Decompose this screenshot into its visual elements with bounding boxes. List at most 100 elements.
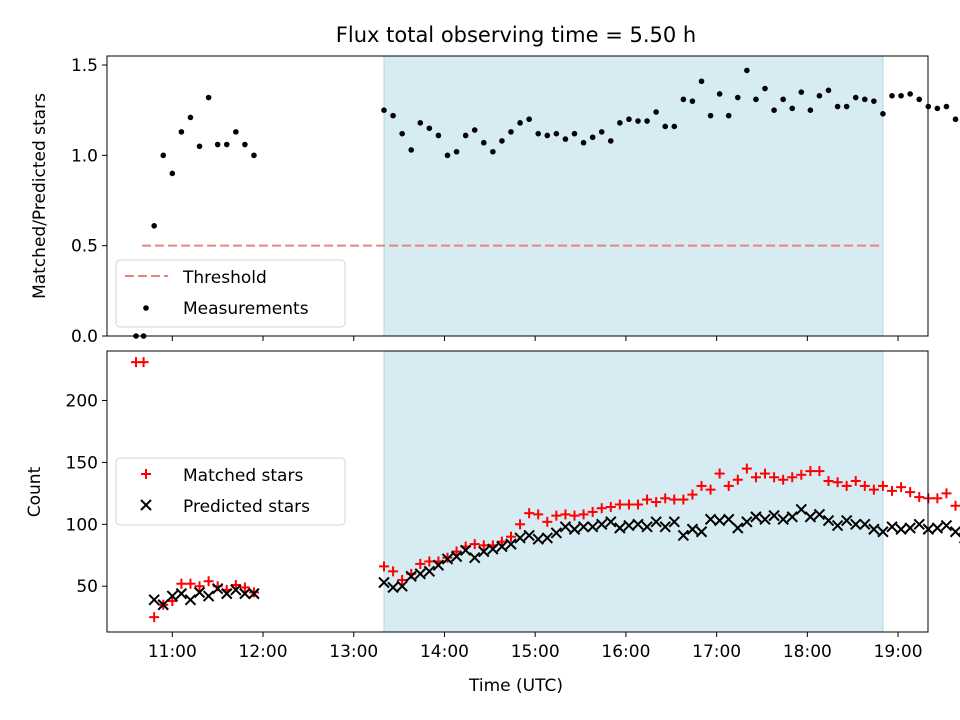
matched-star-point [505, 531, 516, 542]
predicted-swatch-mark [140, 499, 152, 511]
predicted-star-point [523, 529, 535, 542]
measurement-point [780, 96, 786, 103]
measurement-point [589, 134, 596, 141]
observing-window-shade [383, 55, 884, 337]
y-tick-label: 0.5 [71, 237, 98, 257]
ratio-y-axis-label: Matched/Predicted stars [30, 93, 50, 299]
measurement-point [698, 78, 705, 85]
predicted-star-point [623, 519, 635, 532]
predicted-star-point [230, 584, 242, 596]
measurement-point [662, 123, 669, 130]
matched-star-point [859, 480, 870, 491]
matched-star-point [378, 561, 389, 572]
measurement-point [444, 152, 451, 159]
predicted-star-point [822, 514, 835, 527]
y-tick-label: 150 [66, 453, 98, 473]
matched-star-point [796, 469, 807, 480]
matched-star-point [587, 506, 598, 517]
measurement-point [798, 89, 805, 95]
measurement-point [635, 118, 641, 124]
matched-star-point [524, 508, 535, 519]
measurement-point [725, 112, 732, 119]
predicted-stars-legend-label: Predicted stars [183, 497, 310, 517]
matched-star-point [741, 463, 752, 474]
measurement-point [607, 138, 614, 144]
matched-swatch-mark [141, 469, 151, 479]
matched-star-point [760, 468, 771, 479]
matched-star-point [149, 612, 160, 623]
matched-star-point [560, 509, 571, 520]
measurement-point [907, 91, 913, 97]
predicted-star-point [850, 518, 862, 531]
matched-star-point [887, 485, 898, 496]
measurement-point [205, 94, 212, 101]
matched-star-point [569, 510, 580, 521]
matched-star-point [605, 501, 616, 512]
predicted-star-point [184, 594, 197, 606]
predicted-star-point [949, 526, 960, 538]
predicted-star-point [239, 587, 251, 600]
measurement-point [861, 96, 868, 103]
matched-star-point [905, 487, 916, 498]
measurement-point [535, 130, 542, 137]
predicted-star-point [166, 590, 179, 602]
matched-star-point [138, 357, 149, 368]
matched-stars-legend-label: Matched stars [183, 466, 303, 486]
predicted-star-point [541, 532, 553, 544]
predicted-star-point [148, 594, 160, 606]
predicted-star-point [605, 516, 617, 528]
matched-star-point [551, 510, 562, 521]
measurement-point [508, 129, 514, 135]
predicted-star-point [396, 580, 408, 592]
predicted-star-point [378, 576, 390, 589]
predicted-star-points [148, 503, 960, 611]
measurement-point [580, 139, 587, 146]
measurement-point [871, 98, 877, 104]
predicted-star-point [886, 521, 898, 533]
predicted-star-point [659, 521, 671, 533]
predicted-star-point [157, 599, 169, 611]
matched-star-point [832, 477, 843, 488]
predicted-star-point [804, 511, 817, 523]
measurement-point [462, 132, 469, 139]
matched-star-point [469, 539, 480, 550]
matched-star-point [415, 558, 426, 569]
measurement-point [526, 116, 532, 123]
matched-star-point [669, 494, 680, 505]
measurement-point [680, 96, 687, 103]
predicted-star-point [568, 523, 581, 535]
matched-star-point [623, 499, 634, 510]
measurement-point [562, 136, 569, 142]
predicted-star-point [768, 509, 780, 522]
measurement-point [417, 120, 424, 126]
matched-star-point [633, 499, 644, 510]
measurement-point [789, 105, 796, 112]
matched-star-point [787, 472, 798, 483]
matched-star-point [687, 489, 698, 500]
matched-star-point [424, 556, 435, 567]
measurement-point [626, 116, 632, 123]
measurement-point [223, 141, 230, 148]
measurement-point [490, 148, 496, 155]
y-tick-label: 1.0 [71, 146, 98, 166]
measurement-point [544, 132, 551, 139]
x-tick-label: 11:00 [148, 642, 197, 662]
matched-star-point [496, 536, 507, 547]
matched-star-point [397, 575, 408, 586]
measurement-point [807, 107, 814, 113]
predicted-star-point [175, 587, 188, 600]
predicted-star-point [450, 550, 463, 563]
predicted-star-point [750, 511, 762, 523]
measurement-point [471, 127, 478, 133]
matched-star-point [167, 596, 178, 607]
predicted-star-point [868, 523, 880, 535]
predicted-star-point [732, 522, 744, 534]
predicted-star-point [831, 519, 844, 532]
matched-star-point [814, 466, 825, 477]
measurement-point [151, 223, 157, 229]
measurement-point [689, 98, 696, 104]
measurement-point [571, 130, 578, 137]
measurement-point [753, 96, 759, 103]
matched-star-point [850, 475, 861, 486]
